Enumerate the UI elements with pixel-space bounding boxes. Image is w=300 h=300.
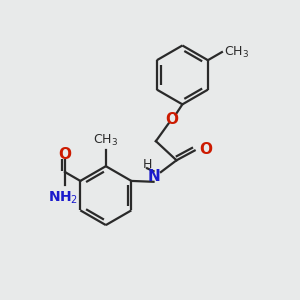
Text: O: O <box>58 147 71 162</box>
Text: NH$_2$: NH$_2$ <box>49 190 79 206</box>
Text: CH$_3$: CH$_3$ <box>224 44 249 60</box>
Text: H: H <box>142 158 152 171</box>
Text: O: O <box>166 112 178 127</box>
Text: CH$_3$: CH$_3$ <box>93 133 118 148</box>
Text: O: O <box>199 142 212 158</box>
Text: N: N <box>147 169 160 184</box>
